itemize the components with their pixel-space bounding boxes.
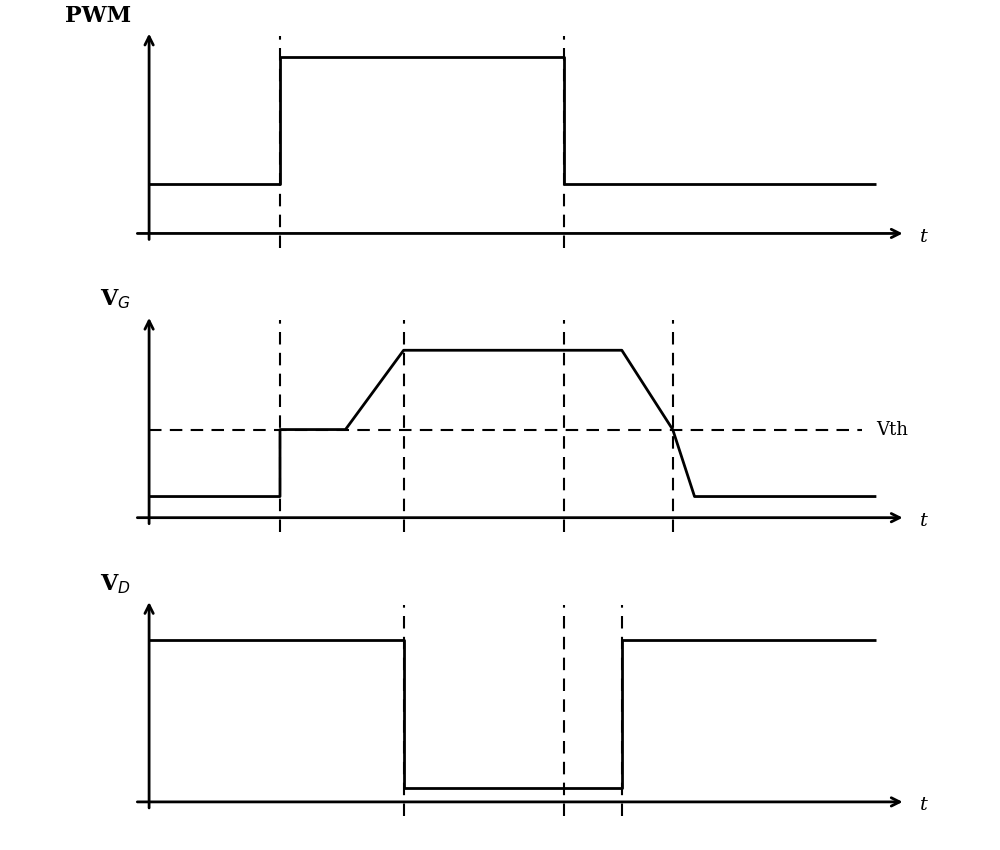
Text: V$_{D}$: V$_{D}$	[100, 572, 131, 596]
Text: V$_{G}$: V$_{G}$	[100, 288, 131, 311]
Text: t: t	[920, 513, 928, 530]
Text: PWM: PWM	[65, 5, 131, 27]
Text: Vth: Vth	[876, 421, 908, 439]
Text: t: t	[920, 228, 928, 246]
Text: t: t	[920, 796, 928, 814]
